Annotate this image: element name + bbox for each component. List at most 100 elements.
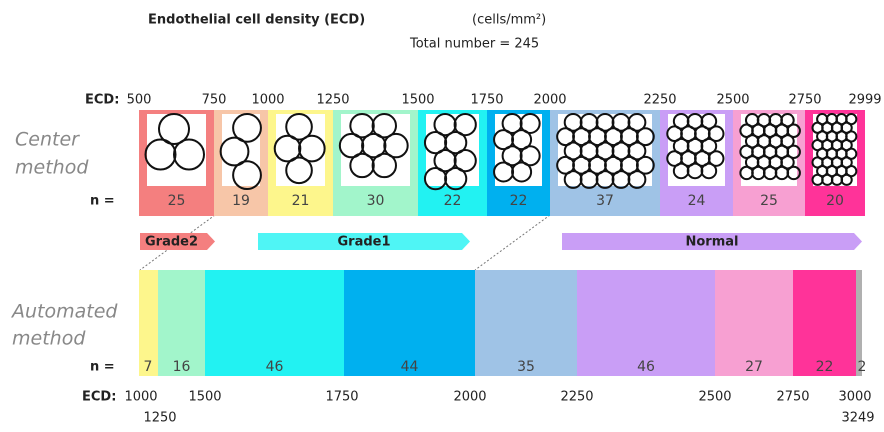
ecd-tick: 2999 (848, 93, 881, 108)
bin (158, 270, 205, 376)
ecd-tick: 2750 (776, 390, 809, 405)
bin (139, 270, 158, 376)
n-value: 21 (292, 193, 310, 209)
ecd-tick: 3249 (841, 411, 874, 426)
n-value: 19 (232, 193, 250, 209)
n-value: 2 (858, 359, 867, 375)
n-value: 44 (401, 359, 419, 375)
ecd-tick: 1250 (316, 93, 349, 108)
center-label: Center (15, 129, 80, 151)
n-value: 24 (688, 193, 706, 209)
ecd-tick: 2250 (560, 390, 593, 405)
unit: (cells/mm²) (472, 13, 546, 28)
n-label: n = (90, 194, 115, 209)
cell (158, 113, 190, 145)
grade-arrow (258, 233, 470, 250)
n-label: n = (90, 360, 115, 375)
n-value: 25 (168, 193, 186, 209)
center-label: method (15, 157, 89, 179)
cell-image (558, 114, 652, 186)
ecd-tick: 1500 (188, 390, 221, 405)
cell (627, 141, 647, 161)
grade-arrow (140, 233, 215, 250)
cell (786, 165, 801, 181)
bin (205, 270, 344, 376)
cell (511, 129, 533, 151)
n-value: 7 (144, 359, 153, 375)
cell (627, 113, 647, 132)
ecd-tick: 1000 (251, 93, 284, 108)
n-value: 46 (637, 359, 655, 375)
cell (338, 132, 365, 159)
ecd-label: ECD: (85, 93, 119, 108)
automated-label: Automated (10, 301, 118, 323)
cell (707, 150, 725, 167)
n-value: 30 (367, 193, 385, 209)
ecd-tick: 2250 (643, 93, 676, 108)
ecd-tick: 1500 (401, 93, 434, 108)
ecd-tick: 2750 (788, 93, 821, 108)
ecd-tick: 1750 (470, 93, 503, 108)
cell (232, 160, 262, 191)
cell (371, 113, 397, 139)
grade-label: Normal (686, 235, 739, 250)
cell (700, 113, 718, 130)
ecd-tick: 750 (202, 93, 227, 108)
cell (433, 113, 457, 137)
cell (349, 113, 375, 139)
cell (453, 113, 477, 137)
cell (519, 145, 541, 167)
grade-arrow (562, 233, 862, 250)
bin (577, 270, 715, 376)
cell (273, 134, 302, 163)
ecd-tick: 2000 (453, 390, 486, 405)
grade-label: Grade2 (145, 235, 198, 250)
cell-image (222, 114, 260, 186)
cell (298, 134, 326, 163)
cell (700, 162, 718, 180)
n-value: 22 (816, 359, 834, 375)
cell (423, 167, 448, 191)
n-value: 35 (517, 359, 535, 375)
ecd-tick: 2000 (533, 93, 566, 108)
cell (285, 113, 313, 141)
cell (444, 167, 468, 191)
ecd-tick: 1000 (124, 390, 157, 405)
grade-label: Grade1 (337, 235, 390, 250)
ecd-tick: 2500 (716, 93, 749, 108)
connector (474, 214, 551, 271)
cell (232, 113, 262, 143)
cell (700, 137, 718, 155)
ecd-tick: 2500 (698, 390, 731, 405)
bin (344, 270, 475, 376)
ecd-tick: 1250 (143, 411, 176, 426)
n-value: 22 (510, 193, 528, 209)
cell (383, 132, 409, 159)
cell (423, 131, 448, 155)
cell (173, 138, 205, 171)
cell (433, 149, 457, 173)
ecd-label: ECD: (82, 390, 116, 405)
n-value: 16 (173, 359, 191, 375)
bin (715, 270, 793, 376)
cell (786, 123, 801, 138)
cell (707, 125, 725, 143)
cell (144, 138, 177, 171)
cell (840, 173, 853, 186)
ecd-tick: 3000 (838, 390, 871, 405)
n-value: 27 (745, 359, 763, 375)
cell (444, 131, 468, 155)
ecd-tick: 500 (127, 93, 152, 108)
subtitle: Total number = 245 (409, 37, 539, 52)
cell (511, 161, 533, 183)
cell (786, 144, 801, 160)
n-value: 25 (760, 193, 778, 209)
n-value: 37 (596, 193, 614, 209)
cell (453, 149, 477, 173)
cell (219, 136, 250, 167)
n-value: 46 (266, 359, 284, 375)
cell-image (147, 114, 206, 186)
cell (627, 170, 647, 189)
cell-image (668, 114, 725, 186)
